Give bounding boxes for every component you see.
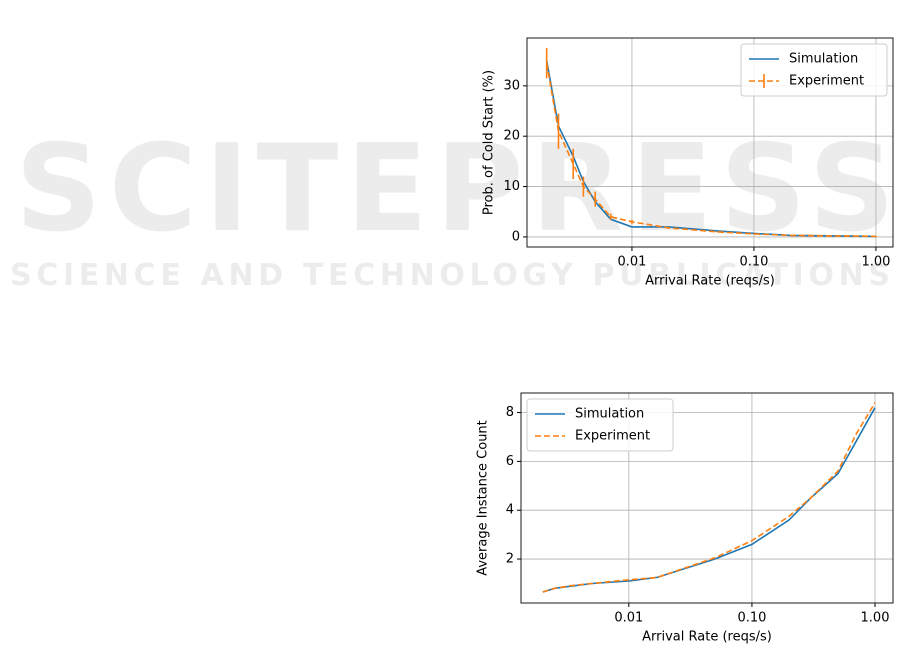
legend-label: Experiment xyxy=(789,74,864,89)
y-tick-label: 10 xyxy=(503,179,520,194)
x-tick-label: 1.00 xyxy=(861,611,890,626)
y-axis-label: Prob. of Cold Start (%) xyxy=(482,70,497,215)
y-tick-label: 4 xyxy=(506,503,514,518)
y-tick-label: 6 xyxy=(506,454,514,469)
series-line xyxy=(542,402,876,593)
x-tick-label: 0.01 xyxy=(617,255,646,270)
watermark-title: SCITEPRESS xyxy=(15,120,895,259)
x-tick-label: 1.00 xyxy=(861,255,890,270)
x-tick-label: 0.01 xyxy=(614,611,643,626)
legend-box xyxy=(526,398,674,452)
x-axis-label: Arrival Rate (reqs/s) xyxy=(645,274,775,289)
x-tick-label: 0.10 xyxy=(737,611,766,626)
plot-frame xyxy=(520,392,894,604)
y-tick-label: 2 xyxy=(506,552,514,567)
y-axis-label: Average Instance Count xyxy=(476,420,491,576)
legend-label: Simulation xyxy=(789,52,858,67)
y-tick-label: 20 xyxy=(503,129,520,144)
x-axis-label: Arrival Rate (reqs/s) xyxy=(642,630,772,645)
y-tick-label: 30 xyxy=(503,78,520,93)
x-tick-label: 0.10 xyxy=(739,255,768,270)
legend-label: Experiment xyxy=(575,429,650,444)
y-tick-label: 0 xyxy=(512,229,520,244)
legend-label: Simulation xyxy=(575,407,644,422)
plot-frame xyxy=(526,37,894,248)
legend-box xyxy=(740,43,888,97)
y-tick-label: 8 xyxy=(506,405,514,420)
